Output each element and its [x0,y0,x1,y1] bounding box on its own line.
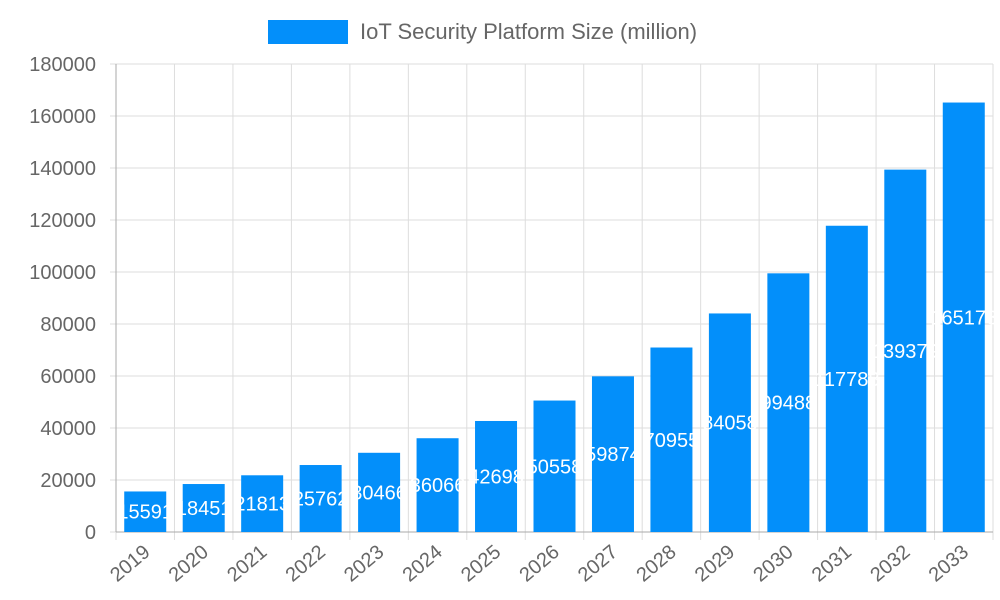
bar [708,313,751,532]
x-tick-label: 2024 [399,541,447,586]
bar [475,420,518,532]
data-label: 50558 [527,456,583,478]
data-label: 25762 [293,489,349,511]
data-label: 59874 [585,444,641,466]
x-tick-label: 2029 [691,541,739,586]
x-tick-label: 2026 [515,541,563,586]
y-tick-label: 180000 [29,54,96,76]
data-label: 42698 [468,466,524,488]
bar [299,465,342,532]
bar [650,347,693,532]
data-label: 139379 [872,341,939,363]
y-tick-label: 0 [85,522,96,544]
bar [591,376,634,532]
y-tick-label: 140000 [29,158,96,180]
y-tick-label: 60000 [40,366,96,388]
data-label: 165178 [930,307,997,329]
bar [942,102,985,532]
x-tick-label: 2030 [749,541,797,586]
data-label: 15591 [117,502,173,524]
x-tick-label: 2033 [925,541,973,586]
bar [533,400,576,532]
x-tick-label: 2023 [340,541,388,586]
x-tick-label: 2028 [632,541,680,586]
legend-label: IoT Security Platform Size (million) [360,19,697,44]
bar [241,475,284,532]
x-tick-label: 2025 [457,541,505,586]
data-label: 99488 [761,393,817,415]
x-tick-label: 2019 [106,541,154,586]
data-label: 117788 [814,369,879,391]
x-tick-label: 2022 [282,541,330,586]
data-label: 84058 [702,413,758,435]
data-label: 18451 [176,498,232,520]
data-label: 30466 [351,482,407,504]
x-tick-label: 2032 [866,541,914,586]
data-label: 70955 [644,430,700,452]
y-tick-label: 160000 [29,106,96,128]
bar [767,273,810,532]
legend-swatch [268,20,348,44]
x-tick-label: 2027 [574,541,622,586]
bar [884,169,927,532]
bar [182,484,225,532]
bar [416,438,459,532]
x-tick-label: 2021 [223,541,271,586]
data-label: 21813 [234,494,290,516]
y-tick-label: 40000 [40,418,96,440]
bar [825,225,868,532]
bar [124,491,167,532]
data-label: 36066 [410,475,466,497]
x-tick-label: 2020 [165,541,213,586]
y-tick-label: 100000 [29,262,96,284]
y-tick-label: 20000 [40,470,96,492]
y-tick-label: 120000 [29,210,96,232]
bar [358,452,401,532]
y-tick-label: 80000 [40,314,96,336]
x-tick-label: 2031 [808,541,856,586]
